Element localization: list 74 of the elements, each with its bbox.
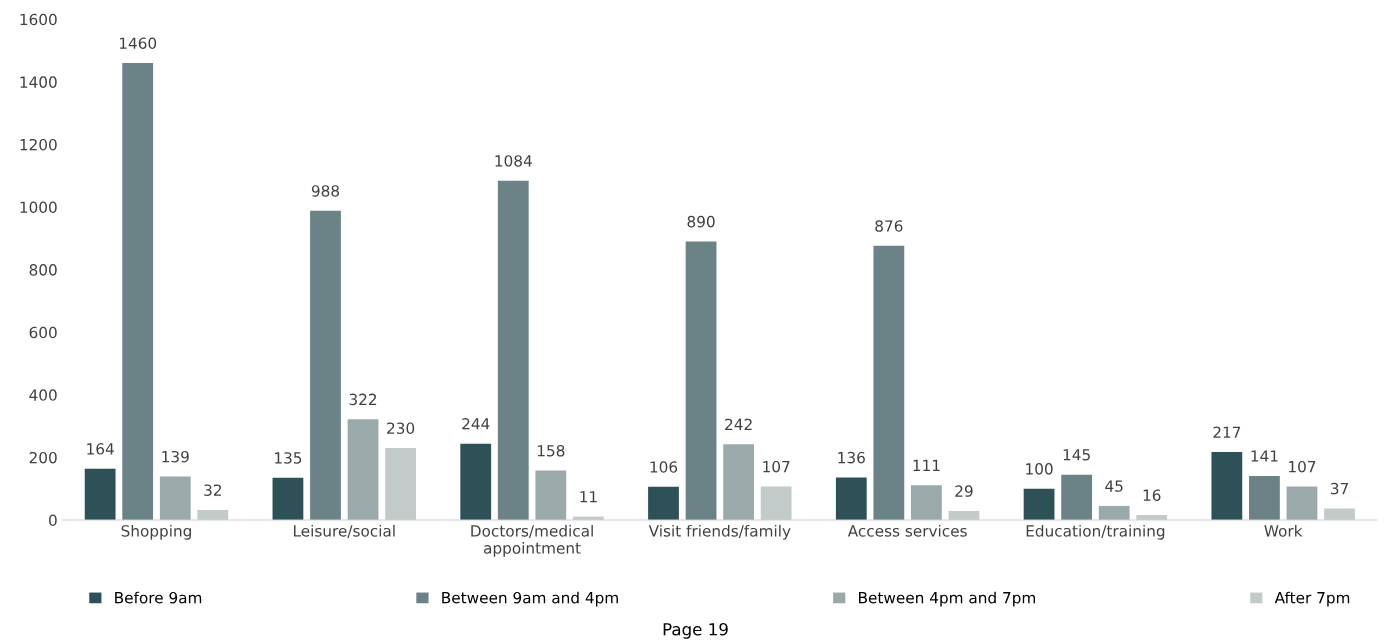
x-tick-label: Access services xyxy=(847,524,967,537)
data-label: 29 xyxy=(955,485,973,497)
data-label: 32 xyxy=(204,484,222,496)
bar xyxy=(873,245,905,521)
data-label: 322 xyxy=(349,393,377,406)
bar xyxy=(197,510,229,521)
bar xyxy=(159,476,191,521)
data-label: 1460 xyxy=(119,37,157,50)
bar xyxy=(272,477,304,521)
text: Page 19 xyxy=(663,622,728,639)
y-tick-label: 1400 xyxy=(20,76,57,88)
bar xyxy=(648,486,679,521)
data-label: 100 xyxy=(1026,463,1053,475)
bar xyxy=(535,470,567,521)
data-label: 111 xyxy=(913,459,940,471)
bar xyxy=(84,468,116,521)
bar xyxy=(347,419,379,521)
bar xyxy=(385,448,417,521)
y-tick-label: 1000 xyxy=(20,201,57,214)
bar xyxy=(1061,474,1093,521)
data-label: 11 xyxy=(580,491,597,503)
data-label: 1084 xyxy=(495,155,532,167)
data-label: 45 xyxy=(1105,480,1123,492)
y-tick-label: 1200 xyxy=(20,138,57,151)
y-tick-label: 400 xyxy=(29,389,57,401)
x-tick-label: Visit friends/family xyxy=(648,524,791,540)
y-tick-label: 0 xyxy=(49,514,57,527)
bar xyxy=(1249,475,1280,521)
legend-label: After 7pm xyxy=(1274,591,1350,607)
data-label: 141 xyxy=(1251,450,1278,462)
data-label: 145 xyxy=(1063,449,1090,461)
x-tick-label: Education/training xyxy=(1026,524,1165,540)
data-label: 16 xyxy=(1143,489,1161,501)
data-label: 37 xyxy=(1330,482,1348,495)
legend-label: Between 9am and 4pm xyxy=(442,591,618,607)
bar xyxy=(497,180,529,521)
data-label: 988 xyxy=(311,185,340,197)
y-tick-label: 1600 xyxy=(20,13,57,26)
data-label: 876 xyxy=(875,220,903,232)
bar xyxy=(835,477,867,521)
data-label: 107 xyxy=(763,460,790,473)
x-tick-label: Doctors/medical appointment xyxy=(471,524,593,557)
bar xyxy=(723,444,755,521)
data-label: 106 xyxy=(650,461,678,473)
bar xyxy=(1211,452,1243,521)
data-label: 230 xyxy=(387,422,415,434)
data-label: 135 xyxy=(275,452,302,464)
bar xyxy=(1023,488,1055,521)
bar xyxy=(685,241,717,521)
data-label: 242 xyxy=(725,418,752,430)
data-label: 244 xyxy=(462,418,490,430)
y-tick-label: 600 xyxy=(29,326,57,339)
bar xyxy=(1098,505,1130,521)
data-label: 890 xyxy=(687,215,715,228)
data-label: 164 xyxy=(87,443,114,455)
data-label: 158 xyxy=(537,444,565,457)
data-label: 136 xyxy=(838,451,865,464)
bar xyxy=(122,63,154,521)
legend-label: Before 9am xyxy=(115,591,202,604)
bar xyxy=(1286,486,1318,521)
data-label: 139 xyxy=(162,450,189,463)
data-label: 217 xyxy=(1213,426,1241,438)
bar xyxy=(460,443,492,521)
x-tick-label: Shopping xyxy=(121,524,191,540)
legend-label: Between 4pm and 7pm xyxy=(859,591,1035,607)
y-tick-label: 800 xyxy=(29,264,57,276)
bar xyxy=(310,210,341,521)
y-tick-label: 200 xyxy=(29,451,57,464)
bar xyxy=(1324,508,1355,521)
bar xyxy=(911,485,942,521)
bar xyxy=(760,486,792,521)
data-label: 107 xyxy=(1289,460,1316,473)
x-tick-label: Leisure/social xyxy=(293,524,395,538)
x-tick-label: Work xyxy=(1264,524,1303,537)
